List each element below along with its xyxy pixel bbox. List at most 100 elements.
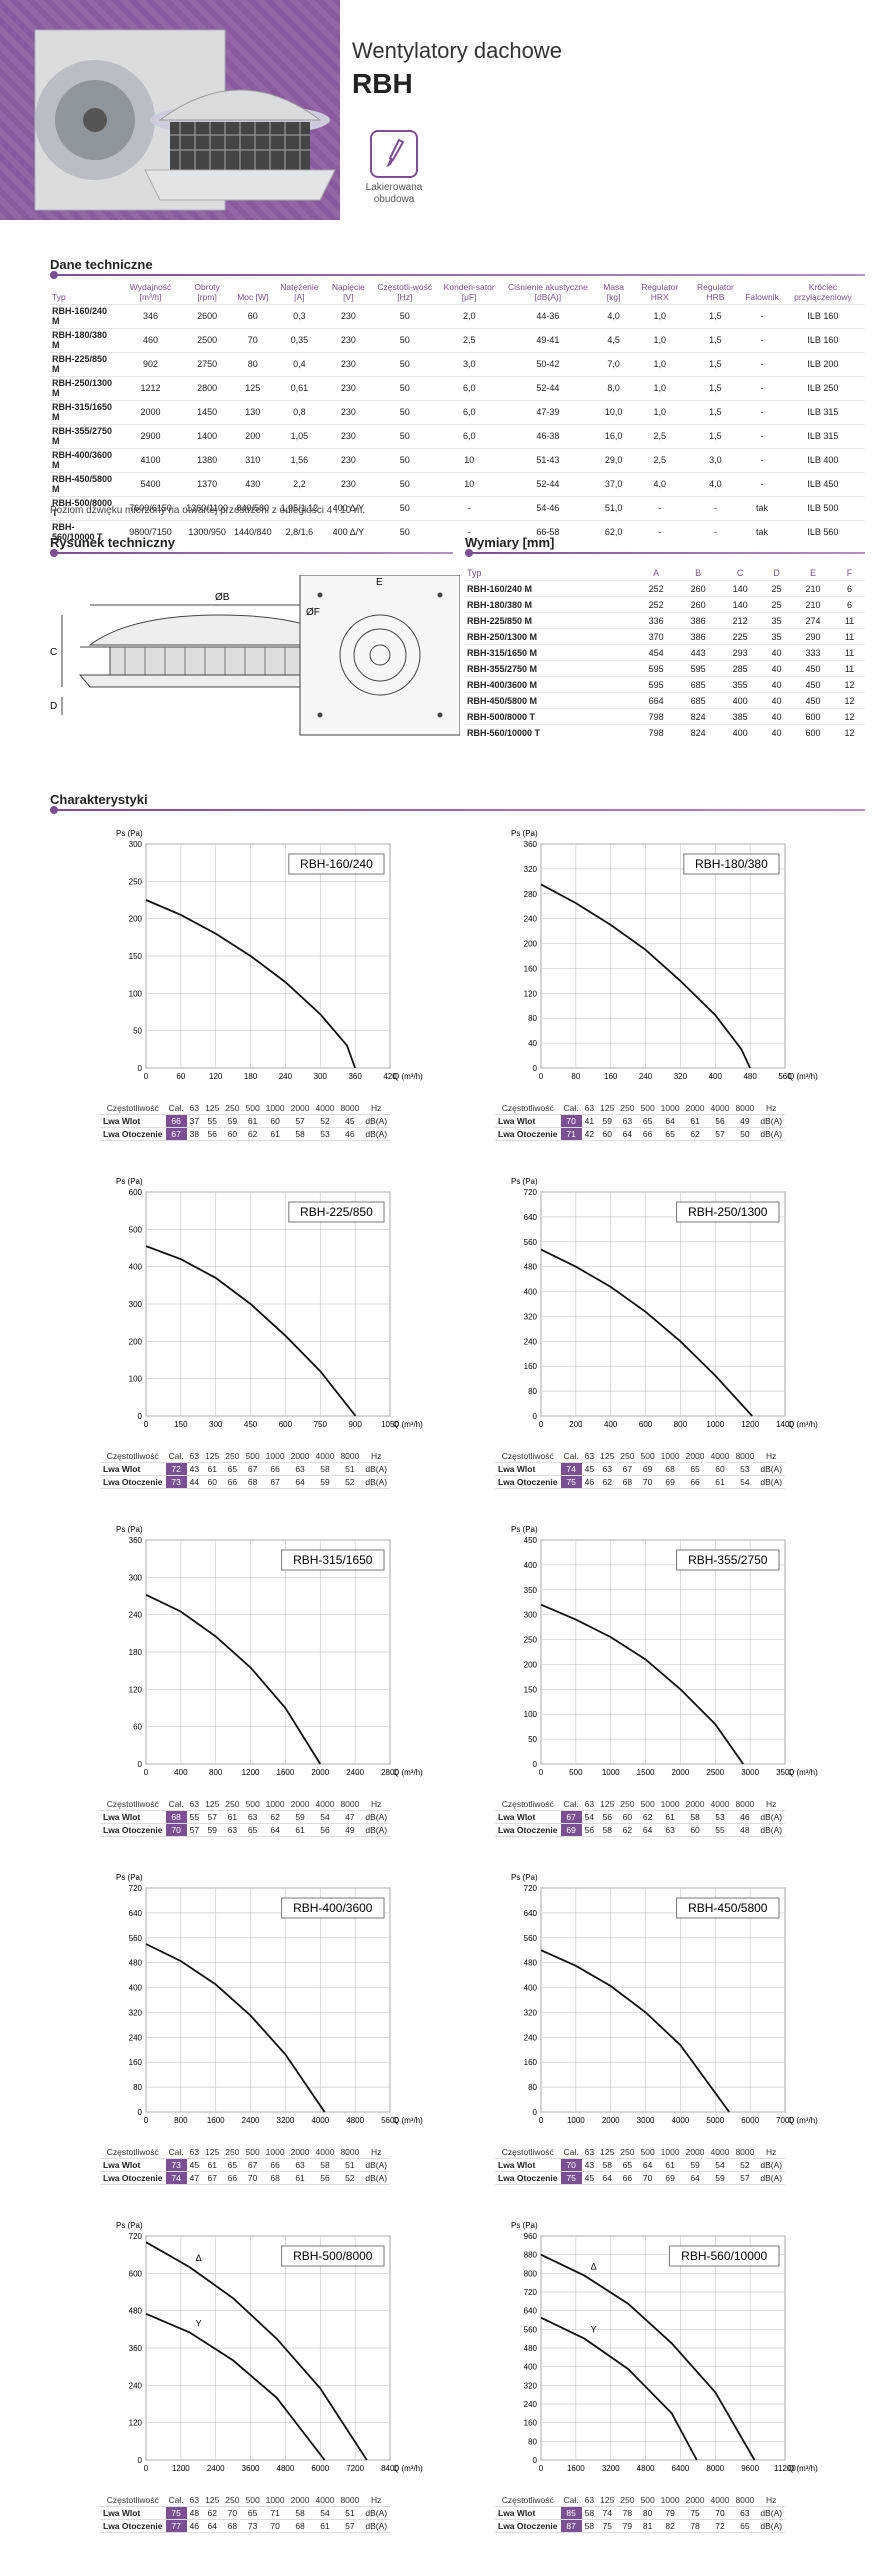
x-tick-label: 1200 (242, 1768, 260, 1777)
noise-value: 71 (560, 1127, 582, 1141)
x-tick-label: 7000 (776, 2116, 794, 2125)
table-cell: 260 (677, 580, 720, 597)
x-tick-label: 4000 (311, 2116, 329, 2125)
x-tick-label: 8000 (706, 2464, 724, 2473)
x-tick-label: 0 (144, 1768, 149, 1777)
y-tick-label: 0 (138, 1412, 143, 1421)
x-tick-label: 300 (314, 1072, 328, 1081)
chart-title-box (676, 1549, 780, 1571)
noise-unit: dB(A) (362, 2506, 391, 2520)
table-cell: RBH-400/3600 M (50, 447, 119, 473)
y-tick-label: 240 (524, 2033, 538, 2042)
table-cell: 50 (371, 351, 438, 377)
x-tick-label: 1400 (776, 1420, 794, 1429)
noise-header-cell: 4000 (312, 1798, 338, 1811)
noise-value: 80 (637, 2506, 658, 2520)
noise-value: 58 (312, 2158, 338, 2172)
table-cell: tak (743, 519, 781, 544)
table-cell: - (743, 471, 781, 497)
table-cell: RBH-180/380 M (465, 596, 636, 613)
table-cell: 11 (834, 612, 865, 629)
y-tick-label: 120 (524, 989, 538, 998)
noise-value: 70 (222, 2506, 243, 2520)
x-tick-label: 8400 (381, 2464, 399, 2473)
table-row: RBH-560/10000 T 798 824 400 40 600 12 (465, 724, 865, 740)
x-tick-label: 0 (144, 1420, 149, 1429)
noise-value: 48 (732, 1823, 758, 1837)
noise-unit: dB(A) (757, 1823, 786, 1837)
y-tick-label: 0 (533, 1412, 538, 1421)
noise-note: Poziom dźwięku mierzony na otwartej prze… (50, 505, 366, 516)
table-cell: 430 (232, 471, 274, 497)
noise-value: 42 (581, 1127, 598, 1141)
noise-row: Lwa Wlot 66 37 55 59 61 60 57 52 45 dB(A) (100, 1114, 391, 1128)
y-tick-label: 240 (129, 2033, 143, 2042)
chart-panel: 0 500 1000 1500 2000 2500 3000 3500 0 50 100 150 200… (495, 1518, 825, 1837)
noise-header-cell: 63 (186, 2494, 203, 2507)
series-line (540, 2253, 756, 2461)
noise-value: 59 (682, 2158, 708, 2172)
y-tick-label: 240 (129, 1611, 143, 1620)
noise-header-cell: Cał. (560, 2494, 582, 2507)
x-tick-label: 400 (709, 1072, 723, 1081)
y-tick-label: 320 (524, 865, 538, 874)
table-cell: 70 (232, 327, 274, 353)
table-cell: 1,5 (687, 351, 744, 377)
table-cell: 1,0 (631, 327, 688, 353)
x-tick-label: 7200 (346, 2464, 364, 2473)
noise-value: 75 (165, 2506, 187, 2520)
noise-header-cell: 125 (202, 2494, 223, 2507)
y-tick-label: 350 (524, 1586, 538, 1595)
x-tick-label: 750 (314, 1420, 328, 1429)
dims-col-header: D (773, 568, 780, 578)
y-tick-label: 360 (524, 840, 538, 849)
table-cell: 0,3 (273, 303, 326, 329)
noise-unit: dB(A) (362, 1810, 391, 1824)
y-tick-label: 400 (129, 1263, 143, 1272)
fan-curve-chart: 0 800 1600 2400 3200 4000 4800 5600 0 80 160 240 320… (116, 1873, 423, 2125)
badge-label: Lakierowana obudowa (365, 182, 423, 205)
x-tick-label: 240 (639, 1072, 653, 1081)
chart-title-box (676, 1201, 780, 1223)
table-cell: 52-44 (500, 471, 596, 497)
noise-header-cell: 500 (242, 1450, 263, 1463)
table-cell: 6 (834, 596, 865, 613)
tech-table: Typ Wydajność [m³/h] Obroty [rpm] Moc [W] Na… (50, 282, 865, 544)
noise-value: 59 (287, 1810, 313, 1824)
y-tick-label: 450 (524, 1536, 538, 1545)
table-cell: 310 (232, 447, 274, 473)
table-cell: 1,95/1,12 (273, 495, 326, 521)
table-cell: ILB 500 (780, 495, 865, 521)
y-tick-label: 560 (524, 1934, 538, 1943)
noise-unit: dB(A) (757, 1462, 786, 1476)
noise-value: 66 (682, 1475, 708, 1489)
noise-header-row: Częstotliwość Cał. 63 125 250 500 1000 2000 4000… (100, 2494, 391, 2507)
noise-header-cell: 1000 (657, 2494, 683, 2507)
noise-header-cell: 8000 (337, 2494, 363, 2507)
tech-col-header: Napięcie [V] (331, 282, 365, 302)
table-cell: RBH-160/240 M (50, 303, 119, 329)
table-cell: 230 (325, 399, 372, 425)
table-cell: 2,8/1,6 (273, 519, 326, 544)
noise-header-cell: 8000 (732, 2494, 758, 2507)
noise-header-cell: Cał. (165, 2494, 187, 2507)
noise-row: Lwa Wlot 67 54 56 60 62 61 58 53 46 dB(A) (495, 1810, 786, 1824)
noise-value: 68 (287, 2519, 313, 2533)
noise-value: 61 (312, 2519, 338, 2533)
y-axis-label: Ps (Pa) (511, 1525, 538, 1534)
noise-header-row: Częstotliwość Cał. 63 125 250 500 1000 2000 4000… (495, 1102, 786, 1115)
y-tick-label: 240 (129, 2381, 143, 2390)
noise-value: 58 (287, 2506, 313, 2520)
y-tick-label: 480 (129, 1959, 143, 1968)
noise-value: 62 (637, 1810, 658, 1824)
x-tick-label: 800 (209, 1768, 223, 1777)
x-tick-label: 2000 (672, 1768, 690, 1777)
series-label: Δ (591, 2262, 597, 2272)
noise-value: 46 (337, 1127, 363, 1141)
noise-header-cell: 125 (202, 2146, 223, 2159)
series-label: Y (591, 2325, 597, 2335)
table-cell: 1380 (182, 447, 233, 473)
table-cell: 595 (677, 660, 720, 677)
noise-header-cell: 8000 (732, 2146, 758, 2159)
table-cell: 274 (792, 612, 835, 629)
